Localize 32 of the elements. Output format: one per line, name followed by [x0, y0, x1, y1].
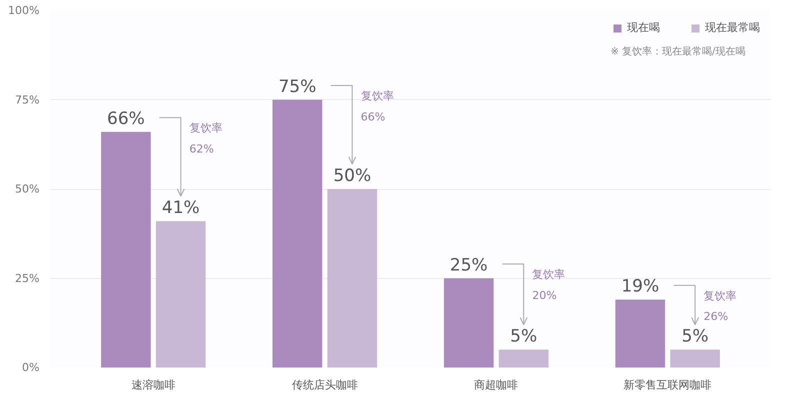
x-tick-label: 新零售互联网咖啡 — [624, 378, 712, 392]
bar — [101, 132, 151, 368]
legend-label: 现在最常喝 — [705, 20, 760, 35]
legend-label: 现在喝 — [627, 20, 660, 35]
bar — [444, 278, 494, 368]
x-tick-label: 速溶咖啡 — [131, 378, 176, 392]
y-tick-label: 25% — [15, 272, 40, 285]
annotation: 复饮率 62% — [189, 122, 222, 156]
bar — [615, 300, 666, 368]
x-tick-label: 传统店头咖啡 — [292, 378, 358, 392]
annotation: 复饮率 20% — [532, 268, 566, 302]
y-tick-label: 0% — [22, 361, 40, 374]
annotation: 复饮率 66% — [360, 89, 394, 124]
annotation: 复饮率 26% — [704, 289, 737, 324]
data-label: 66% — [107, 108, 145, 129]
bar — [498, 350, 548, 368]
data-label: 25% — [450, 255, 488, 276]
y-tick-label: 75% — [15, 93, 40, 106]
data-label: 75% — [278, 76, 316, 97]
data-label: 5% — [682, 326, 709, 347]
data-label: 5% — [510, 326, 538, 347]
bar — [670, 350, 720, 368]
y-tick-label: 50% — [15, 182, 40, 196]
data-label: 19% — [621, 276, 660, 297]
data-label: 50% — [333, 166, 372, 186]
x-tick-label: 商超咖啡 — [474, 378, 518, 392]
bar — [156, 221, 206, 368]
annotation: ※ 复饮率：现在最常喝/现在喝 — [610, 46, 746, 58]
bar — [327, 189, 378, 368]
data-label: 41% — [162, 198, 200, 218]
y-tick-label: 100% — [8, 4, 40, 17]
bar — [272, 100, 322, 368]
